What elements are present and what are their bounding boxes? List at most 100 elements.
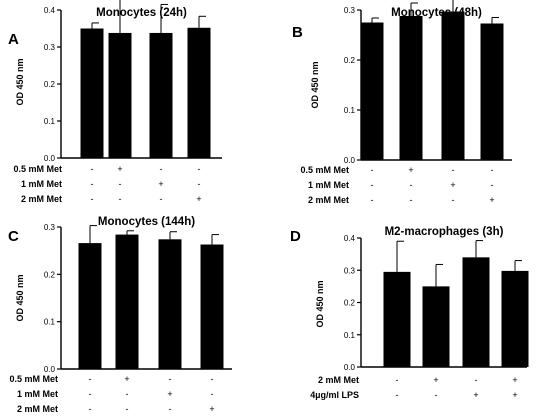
condition-mark: - — [396, 390, 399, 400]
bar — [115, 234, 139, 369]
condition-mark: - — [126, 389, 129, 399]
condition-label: 0.5 mM Met — [13, 164, 62, 174]
condition-mark: + — [450, 180, 455, 190]
y-tick-label: 0.1 — [44, 117, 56, 126]
condition-mark: - — [371, 165, 374, 175]
condition-mark: + — [473, 390, 478, 400]
condition-mark: + — [167, 389, 172, 399]
condition-label: 4µg/ml LPS — [310, 390, 359, 400]
condition-mark: - — [89, 389, 92, 399]
bar — [383, 271, 411, 367]
condition-mark: - — [371, 180, 374, 190]
condition-mark: + — [512, 375, 517, 385]
condition-label: 0.5 mM Met — [9, 374, 58, 384]
y-tick-label: 0.0 — [44, 365, 56, 374]
panel-label: A — [8, 31, 19, 48]
condition-mark: + — [196, 194, 201, 204]
bar — [200, 244, 224, 369]
condition-mark: - — [119, 194, 122, 204]
condition-label: 1 mM Met — [308, 180, 349, 190]
y-tick-label: 0.3 — [44, 223, 56, 232]
chart-panel-a: A Monocytes (24h) OD 450 nm 0.0 0.1 0.2 0.3 0.4… — [8, 0, 222, 204]
y-tick-label: 0.4 — [44, 6, 56, 15]
condition-mark: - — [371, 195, 374, 205]
condition-mark: - — [169, 374, 172, 384]
bar — [158, 239, 182, 369]
condition-mark: - — [396, 375, 399, 385]
y-tick-label: 0.1 — [344, 106, 356, 115]
condition-mark: - — [491, 165, 494, 175]
bar — [480, 23, 504, 160]
condition-mark: + — [512, 390, 517, 400]
condition-label: 2 mM Met — [318, 375, 359, 385]
condition-label: 2 mM Met — [308, 195, 349, 205]
panel-label: B — [292, 24, 303, 41]
condition-mark: - — [160, 164, 163, 174]
y-tick-label: 0.0 — [344, 156, 356, 165]
condition-mark: - — [211, 389, 214, 399]
bar — [422, 286, 450, 367]
y-tick-label: 0.1 — [344, 331, 356, 340]
y-tick-label: 0.0 — [44, 154, 56, 163]
condition-label: 0.5 mM Met — [300, 165, 349, 175]
condition-mark: - — [89, 404, 92, 414]
bar — [108, 32, 132, 158]
y-axis-label: OD 450 nm — [15, 274, 25, 321]
condition-label: 2 mM Met — [17, 404, 58, 414]
condition-mark: + — [124, 374, 129, 384]
chart-panel-c: C Monocytes (144h) OD 450 nm 0.0 0.1 0.2 0.3 0.… — [8, 216, 232, 414]
condition-mark: - — [410, 195, 413, 205]
condition-mark: - — [491, 180, 494, 190]
y-tick-label: 0.2 — [44, 80, 56, 89]
y-axis-label: OD 450 nm — [315, 280, 325, 327]
panel-label: C — [8, 228, 19, 245]
condition-mark: - — [475, 375, 478, 385]
y-axis-label: OD 450 nm — [310, 61, 320, 108]
condition-mark: - — [169, 404, 172, 414]
bar — [80, 28, 104, 158]
bar — [399, 16, 423, 160]
y-tick-label: 0.2 — [344, 56, 356, 65]
y-tick-label: 0.4 — [344, 234, 356, 243]
bar — [462, 257, 490, 367]
y-tick-label: 0.3 — [344, 266, 356, 275]
condition-mark: + — [209, 404, 214, 414]
chart-panel-d: D M2-macrophages (3h) OD 450 nm 0.0 0.1 0.2 0.… — [290, 226, 529, 400]
y-tick-label: 0.1 — [44, 318, 56, 327]
y-tick-label: 0.0 — [344, 363, 356, 372]
bar — [78, 243, 102, 369]
chart-title: Monocytes (24h) — [96, 7, 187, 19]
y-tick-label: 0.2 — [44, 270, 56, 279]
condition-mark: + — [117, 164, 122, 174]
y-axis-label: OD 450 nm — [15, 58, 25, 105]
condition-mark: - — [211, 374, 214, 384]
bar — [187, 27, 211, 159]
condition-mark: - — [91, 164, 94, 174]
condition-mark: - — [89, 374, 92, 384]
chart-title: M2-macrophages (3h) — [385, 226, 504, 238]
condition-mark: + — [408, 165, 413, 175]
condition-mark: - — [435, 390, 438, 400]
condition-mark: + — [489, 195, 494, 205]
condition-mark: - — [91, 194, 94, 204]
condition-label: 1 mM Met — [17, 389, 58, 399]
condition-mark: + — [158, 179, 163, 189]
condition-mark: - — [452, 165, 455, 175]
condition-mark: - — [160, 194, 163, 204]
condition-label: 1 mM Met — [21, 179, 62, 189]
condition-label: 2 mM Met — [21, 194, 62, 204]
condition-mark: - — [198, 164, 201, 174]
condition-mark: - — [452, 195, 455, 205]
condition-mark: - — [119, 179, 122, 189]
bar — [360, 22, 384, 160]
bar — [149, 32, 173, 158]
y-tick-label: 0.2 — [344, 299, 356, 308]
panel-label: D — [290, 228, 301, 245]
condition-mark: - — [410, 180, 413, 190]
condition-mark: - — [91, 179, 94, 189]
condition-mark: - — [198, 179, 201, 189]
y-tick-label: 0.3 — [44, 43, 56, 52]
condition-mark: + — [433, 375, 438, 385]
